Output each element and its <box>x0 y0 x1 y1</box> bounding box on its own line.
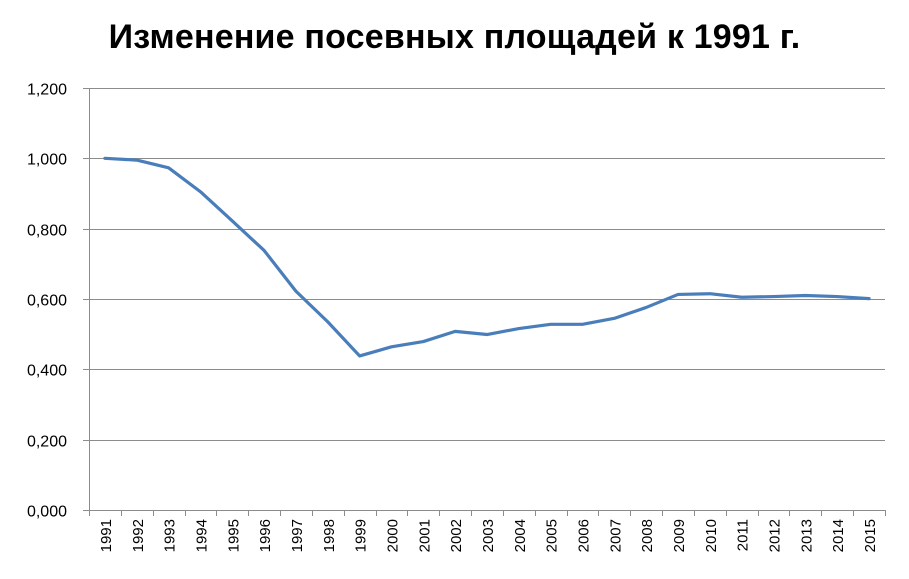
x-tick-label: 2003 <box>480 519 497 552</box>
data-point <box>708 292 712 295</box>
x-tick-label: 1992 <box>130 519 147 552</box>
x-tick-label: 2004 <box>512 519 529 552</box>
x-tick-label: 1998 <box>321 519 338 552</box>
x-tick-label: 2014 <box>830 519 847 552</box>
x-tick-label: 2012 <box>767 519 784 552</box>
data-point <box>453 330 457 333</box>
data-point <box>422 340 425 343</box>
x-tick-label: 1993 <box>162 519 179 552</box>
x-tick-label: 2000 <box>384 519 401 552</box>
data-point <box>549 323 552 326</box>
data-point <box>294 290 298 293</box>
data-point <box>676 293 680 296</box>
x-tick-label: 2005 <box>544 519 561 552</box>
x-tick-label: 1991 <box>98 519 115 552</box>
data-point <box>103 157 107 160</box>
data-point <box>581 323 584 326</box>
x-tick-label: 1999 <box>353 519 370 552</box>
data-point <box>262 249 266 252</box>
series-line <box>103 156 871 358</box>
x-tick-label: 1995 <box>225 519 242 552</box>
y-tick-label: 0,000 <box>27 504 67 521</box>
y-tick-label: 0,200 <box>27 434 67 451</box>
series-group <box>103 156 871 358</box>
data-point <box>390 345 393 349</box>
x-tick-label: 2008 <box>639 519 656 552</box>
y-tick-label: 1,200 <box>27 82 67 99</box>
y-tick-labels: 0,000 0,200 0,400 0,600 0,800 1,000 1,200 <box>27 82 67 521</box>
data-point <box>517 327 521 330</box>
data-point <box>167 166 170 170</box>
x-tick-label: 1997 <box>289 519 306 552</box>
data-point <box>231 219 234 223</box>
data-point <box>867 297 871 300</box>
x-tick-label: 1996 <box>257 519 274 552</box>
data-point <box>645 306 648 309</box>
x-tick-label: 2006 <box>576 519 593 552</box>
x-tick-label: 2011 <box>735 519 752 551</box>
y-tick-label: 0,800 <box>27 223 67 240</box>
x-tick-labels: 1991 1992 1993 1994 1995 1996 1997 1998 1999 2000… <box>98 519 879 552</box>
x-tick-label: 2015 <box>862 519 879 552</box>
y-tick-label: 0,400 <box>27 363 67 380</box>
data-point <box>358 354 361 358</box>
x-tick-label: 2009 <box>671 519 688 552</box>
data-point <box>740 296 743 299</box>
x-tick-label: 2001 <box>416 519 433 552</box>
x-tick-label: 2010 <box>703 519 720 552</box>
data-point <box>804 294 807 297</box>
chart-title: Изменение посевных площадей к 1991 г. <box>108 18 801 56</box>
x-tick-label: 1994 <box>193 519 210 552</box>
x-tick-label: 2013 <box>798 519 815 552</box>
x-tick-label: 2007 <box>607 519 624 552</box>
y-tick-label: 1,000 <box>27 152 67 169</box>
axes <box>83 88 886 516</box>
data-point <box>326 320 329 324</box>
data-point <box>836 295 839 298</box>
y-tick-label: 0,600 <box>27 293 67 310</box>
data-point <box>199 190 202 193</box>
data-point <box>135 158 138 162</box>
grid-lines <box>89 88 885 441</box>
data-point <box>613 317 616 320</box>
data-point <box>485 333 489 336</box>
x-tick-label: 2002 <box>448 519 465 552</box>
data-point <box>772 295 775 298</box>
